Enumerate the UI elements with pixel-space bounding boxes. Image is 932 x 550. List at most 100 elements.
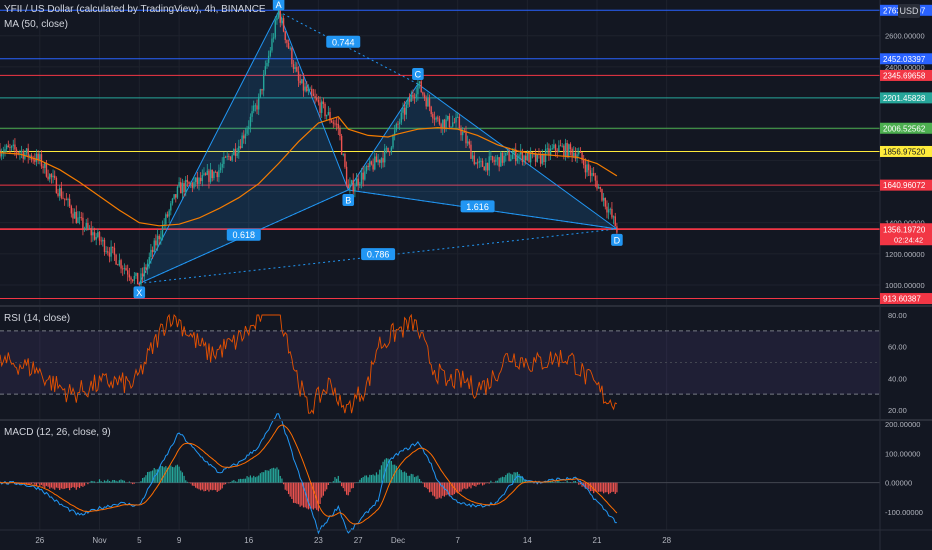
macd-histogram-bar <box>142 477 144 483</box>
macd-histogram-bar <box>32 482 34 484</box>
candle-body <box>218 170 220 178</box>
macd-histogram-bar <box>253 475 255 483</box>
candle-body <box>103 239 106 252</box>
candle-body <box>578 152 580 155</box>
candle-body <box>233 149 235 156</box>
candle-body <box>490 156 492 157</box>
candle-body <box>591 173 593 176</box>
candle-body <box>314 96 316 98</box>
candle-body <box>408 98 411 102</box>
candle-body <box>442 119 444 129</box>
pattern-labels: X A B C D 0.744 0.618 1.616 0.786 <box>133 0 623 299</box>
candle-body <box>543 153 545 163</box>
candle-body <box>359 183 361 186</box>
candle-body <box>304 86 306 91</box>
macd-histogram-bar <box>364 475 366 483</box>
candle-body <box>49 174 51 180</box>
macd-histogram-bar <box>39 482 41 486</box>
ratio-label-bg <box>460 200 495 213</box>
candle-body <box>39 154 41 160</box>
candle-body <box>229 156 232 161</box>
candle-body <box>573 153 575 157</box>
macd-histogram-bar <box>516 471 518 483</box>
macd-histogram-bar <box>463 482 465 489</box>
macd-histogram-bar <box>79 482 81 489</box>
macd-histogram-bar <box>205 482 207 492</box>
candle-body <box>266 62 268 67</box>
ratio-label: 0.744 <box>332 37 355 47</box>
macd-histogram-bar <box>246 476 248 483</box>
candle-body <box>453 122 456 124</box>
macd-histogram-bar <box>75 482 77 490</box>
candle-body <box>248 126 250 130</box>
x-tick-label: 5 <box>137 536 142 545</box>
candle-body <box>170 203 172 211</box>
macd-histogram-bar <box>611 482 613 492</box>
candle-body <box>574 153 577 159</box>
macd-histogram-bar <box>113 480 116 483</box>
macd-histogram-bar <box>122 480 124 483</box>
candle-body <box>77 217 79 223</box>
macd-histogram-bar <box>525 480 527 483</box>
price-tag-bg <box>880 224 932 236</box>
candle-body <box>354 186 356 192</box>
candle-body <box>88 228 91 229</box>
candle-body <box>171 198 174 204</box>
candle-body <box>287 42 290 49</box>
macd-histogram-bar <box>301 482 303 506</box>
candle-body <box>47 176 49 180</box>
point-label-a: A <box>276 0 282 10</box>
macd-histogram-bar <box>239 478 242 483</box>
macd-histogram-bar <box>470 482 472 489</box>
candle-body <box>483 166 485 171</box>
macd-histogram-bar <box>112 479 114 483</box>
macd-histogram-bar <box>404 471 406 483</box>
candle-body <box>72 213 74 219</box>
currency-button[interactable]: USD <box>898 4 920 18</box>
candle-body <box>145 267 147 270</box>
candle-body <box>475 162 477 165</box>
macd-histogram-bar <box>616 482 618 493</box>
macd-histogram-bar <box>326 482 328 490</box>
macd-histogram-bar <box>588 482 590 490</box>
candle-body <box>214 171 217 173</box>
candle-body <box>249 116 252 127</box>
candle-body <box>508 152 510 161</box>
candle-body <box>289 48 291 49</box>
candle-body <box>118 260 121 266</box>
macd-histogram-bar <box>286 482 288 491</box>
rsi-title[interactable]: RSI (14, close) <box>4 313 71 324</box>
candle-body <box>55 178 58 194</box>
horizontal-levels <box>0 9 880 300</box>
candle-body <box>347 184 349 189</box>
candle-body <box>450 126 452 128</box>
candle-body <box>301 79 303 84</box>
macd-histogram-bar <box>316 482 318 510</box>
ratio-line-ac <box>278 11 419 85</box>
macd-title[interactable]: MACD (12, 26, close, 9) <box>4 427 111 438</box>
candle-body <box>208 170 210 182</box>
candle-body <box>520 150 522 155</box>
price-tag: 2006.52562 <box>883 124 926 133</box>
macd-histogram-bar <box>319 482 321 504</box>
ma-indicator-label[interactable]: MA (50, close) <box>4 19 68 30</box>
candle-body <box>261 89 263 91</box>
candle-body <box>460 128 462 136</box>
price-tag-bg <box>880 145 932 157</box>
candle-body <box>63 198 66 200</box>
macd-histogram-bar <box>382 461 384 483</box>
macd-histogram-bar <box>35 482 38 486</box>
macd-histogram-bar <box>97 481 99 483</box>
candle-body <box>599 187 602 189</box>
point-label-x: X <box>136 288 142 298</box>
macd-histogram-bar <box>110 481 112 483</box>
candle-body <box>67 198 69 200</box>
macd-histogram-bar <box>598 482 600 492</box>
macd-histogram-bar <box>214 482 217 491</box>
price-tag: 2201.45828 <box>883 94 926 103</box>
candle-body <box>385 147 388 149</box>
macd-histogram-bar <box>563 482 565 483</box>
macd-histogram-bar <box>468 482 470 487</box>
